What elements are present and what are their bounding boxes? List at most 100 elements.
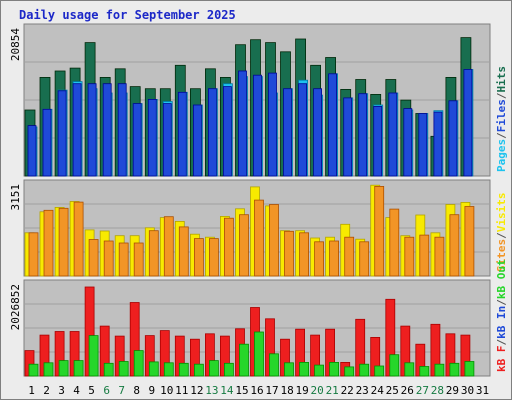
bar-kb-out-day-23 xyxy=(359,363,370,377)
bar-kb-out-day-18 xyxy=(284,362,294,377)
bar-kb-out-day-5 xyxy=(88,335,99,377)
bar-pages-day-20 xyxy=(313,88,323,177)
bar-pages-day-13 xyxy=(207,88,217,177)
day-label-11: 11 xyxy=(175,384,188,397)
chart-title: Daily usage for September 2025 xyxy=(19,8,236,22)
day-label-16: 16 xyxy=(250,384,263,397)
bar-kb-out-day-19 xyxy=(299,361,310,377)
bar-kb-out-day-22 xyxy=(344,366,355,377)
bar-sites-day-29 xyxy=(449,214,460,277)
bar-sites-day-2 xyxy=(43,209,54,277)
bar-kb-out-day-26 xyxy=(404,362,415,377)
bar-kb-out-day-28 xyxy=(434,363,445,377)
day-label-31: 31 xyxy=(476,384,489,397)
bar-pages-day-10 xyxy=(162,103,172,177)
bar-pages-day-9 xyxy=(147,99,157,177)
day-label-15: 15 xyxy=(235,384,248,397)
bar-sites-day-11 xyxy=(178,226,189,277)
bar-sites-day-25 xyxy=(389,208,400,277)
bar-pages-day-18 xyxy=(283,88,292,177)
legend-part: Pages xyxy=(495,139,508,172)
day-label-22: 22 xyxy=(341,384,354,397)
day-label-27: 27 xyxy=(416,384,429,397)
bar-sites-day-8 xyxy=(133,242,144,277)
day-label-10: 10 xyxy=(160,384,173,397)
bar-sites-day-5 xyxy=(88,239,99,277)
bar-sites-day-20 xyxy=(314,241,325,277)
bar-kb-out-day-11 xyxy=(178,362,189,377)
day-label-29: 29 xyxy=(446,384,459,397)
day-label-1: 1 xyxy=(28,384,35,397)
bar-pages-day-19 xyxy=(298,83,308,177)
day-label-4: 4 xyxy=(73,384,80,397)
legend-part: Sites xyxy=(495,239,508,272)
axis-max-label-hits_files_pages: 20854 xyxy=(9,28,22,61)
bar-kb-out-day-14 xyxy=(223,362,234,377)
legend-part: kB Out xyxy=(495,259,508,299)
day-label-6: 6 xyxy=(103,384,110,397)
bar-sites-day-9 xyxy=(148,230,159,277)
day-label-23: 23 xyxy=(356,384,369,397)
day-label-14: 14 xyxy=(220,384,234,397)
day-label-24: 24 xyxy=(371,384,385,397)
legend-visits_sites: Sites/Visits xyxy=(495,193,508,273)
bar-kb-out-day-16 xyxy=(254,331,264,377)
bar-kb-out-day-6 xyxy=(103,362,114,377)
legend-part: / xyxy=(495,232,508,239)
bar-kb-out-day-24 xyxy=(374,365,385,377)
bar-kb-out-day-29 xyxy=(449,362,460,377)
bar-pages-day-23 xyxy=(358,93,368,177)
bar-pages-day-11 xyxy=(177,91,187,177)
bar-sites-day-1 xyxy=(28,232,39,277)
legend-part: Visits xyxy=(495,193,508,233)
bar-kb-out-day-13 xyxy=(208,360,219,377)
bar-sites-day-7 xyxy=(118,242,129,277)
day-label-3: 3 xyxy=(58,384,65,397)
day-label-13: 13 xyxy=(205,384,218,397)
bar-sites-day-12 xyxy=(193,238,204,277)
bar-sites-day-17 xyxy=(269,204,279,277)
bar-pages-day-22 xyxy=(343,97,353,177)
bar-sites-day-14 xyxy=(223,217,234,277)
day-label-2: 2 xyxy=(43,384,50,397)
bar-sites-day-4 xyxy=(73,201,84,277)
bar-sites-day-23 xyxy=(359,241,370,277)
legend-part: Hits xyxy=(495,66,508,93)
bar-sites-day-16 xyxy=(254,199,264,277)
bar-sites-day-24 xyxy=(374,185,385,277)
bar-sites-day-13 xyxy=(208,238,219,277)
axis-max-label-visits_sites: 3151 xyxy=(9,184,22,211)
bar-pages-day-28 xyxy=(433,111,443,177)
bar-pages-day-7 xyxy=(117,83,127,177)
bar-pages-day-5 xyxy=(87,83,97,177)
legend-part: / xyxy=(495,132,508,139)
day-label-18: 18 xyxy=(280,384,293,397)
bar-sites-day-19 xyxy=(299,232,310,277)
bar-pages-day-30 xyxy=(463,69,473,177)
day-label-20: 20 xyxy=(310,384,323,397)
bar-sites-day-30 xyxy=(464,206,475,277)
bar-kb-out-day-4 xyxy=(73,360,84,377)
bar-pages-day-27 xyxy=(418,113,428,177)
bar-pages-day-4 xyxy=(72,83,82,177)
legend-kbin_kbout: kB F/kB In/kB Out xyxy=(495,259,508,372)
bar-kb-out-day-17 xyxy=(269,353,279,377)
bar-pages-day-1 xyxy=(27,125,37,177)
day-label-12: 12 xyxy=(190,384,203,397)
bar-kb-out-day-1 xyxy=(28,363,39,377)
day-label-28: 28 xyxy=(431,384,444,397)
legend-part: / xyxy=(495,339,508,346)
day-label-7: 7 xyxy=(118,384,125,397)
bar-pages-day-25 xyxy=(388,92,398,177)
bar-sites-day-22 xyxy=(344,236,355,277)
day-label-25: 25 xyxy=(386,384,399,397)
bar-sites-day-15 xyxy=(239,214,249,277)
bar-sites-day-6 xyxy=(103,240,114,277)
day-label-19: 19 xyxy=(295,384,308,397)
legend-hits_files_pages: Pages/Files/Hits xyxy=(495,66,508,172)
bar-kb-out-day-20 xyxy=(314,364,325,377)
bar-kb-out-day-21 xyxy=(329,361,340,377)
bar-sites-day-27 xyxy=(419,234,430,277)
day-label-26: 26 xyxy=(401,384,414,397)
